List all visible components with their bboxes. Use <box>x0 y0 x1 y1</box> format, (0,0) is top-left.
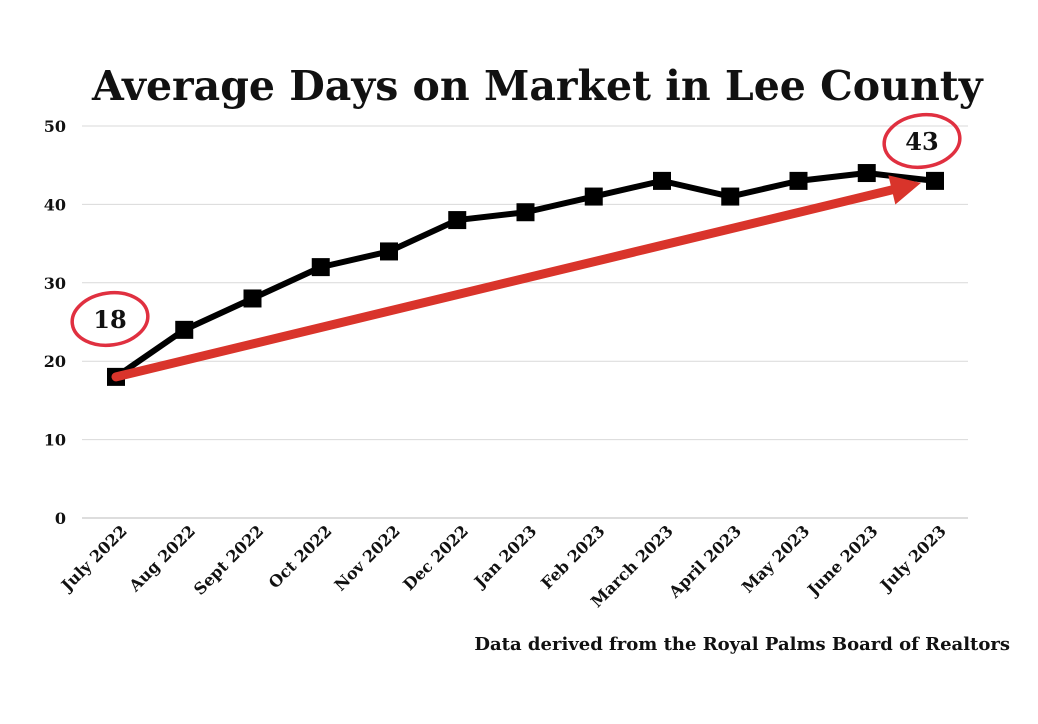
callout-circle <box>882 112 962 170</box>
gridlines <box>82 125 968 519</box>
x-tick-label: Oct 2022 <box>265 521 336 592</box>
x-tick-label: June 2023 <box>802 521 881 600</box>
x-tick-label: July 2023 <box>875 521 950 596</box>
data-point <box>926 171 944 190</box>
source-note: Data derived from the Royal Palms Board … <box>474 634 1010 655</box>
data-point <box>584 187 603 206</box>
chart-title: Average Days on Market in Lee County <box>91 62 984 110</box>
data-point <box>380 242 398 261</box>
y-tick-label: 20 <box>44 352 66 371</box>
data-point <box>857 164 876 183</box>
x-tick-label: April 2023 <box>664 521 745 602</box>
x-tick-label: Dec 2022 <box>399 521 472 594</box>
callout-circle <box>70 290 150 348</box>
data-point <box>448 211 467 230</box>
series-line-group <box>107 164 944 386</box>
x-tick-label: Nov 2022 <box>330 521 403 594</box>
y-tick-label: 0 <box>55 509 66 528</box>
data-point <box>516 203 535 222</box>
trend-arrow-head <box>888 175 921 205</box>
trend-arrow-shaft <box>111 185 897 382</box>
y-tick-label: 50 <box>44 117 66 136</box>
data-point <box>789 171 808 190</box>
x-tick-label: Sept 2022 <box>190 521 267 598</box>
data-point <box>721 187 740 206</box>
y-tick-label: 30 <box>44 274 66 293</box>
x-tick-label: May 2023 <box>738 521 813 596</box>
data-point <box>311 258 330 277</box>
y-tick-label: 10 <box>44 431 66 450</box>
data-point <box>175 320 194 339</box>
callout-label: 43 <box>905 127 938 156</box>
x-tick-label: Jan 2023 <box>469 521 540 592</box>
x-tick-label: Aug 2022 <box>125 521 199 595</box>
y-tick-label: 40 <box>44 195 66 214</box>
x-tick-label: Feb 2023 <box>537 521 608 592</box>
trend-arrow-group <box>111 175 921 382</box>
data-point <box>243 289 262 308</box>
y-axis-ticks: 0 10 20 30 40 50 <box>44 117 66 528</box>
x-tick-label: July 2022 <box>56 521 131 596</box>
data-point <box>653 171 671 190</box>
callout-label: 18 <box>93 305 126 334</box>
